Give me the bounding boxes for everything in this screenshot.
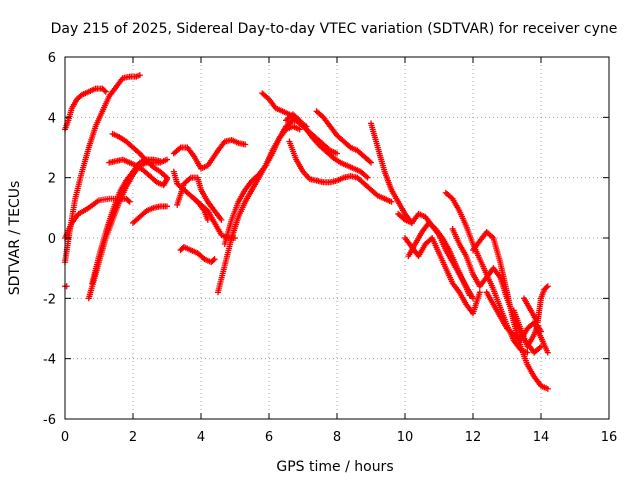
data-point [544,385,551,392]
data-point [476,289,483,296]
data-point [101,87,108,94]
data-point [164,203,170,210]
data-point [218,216,225,223]
series-0 [62,283,70,290]
series-5 [89,156,164,287]
y-tick-label: -2 [43,292,56,307]
y-tick-label: 6 [48,51,56,66]
data-point [334,150,340,157]
data-point [466,292,473,299]
data-point [296,126,303,133]
data-point [126,198,133,205]
series-19 [313,108,374,166]
series-8 [130,203,170,226]
y-tick-labels: -6 -4 -2 0 2 4 6 [43,51,56,428]
data-point [125,197,132,204]
data-point [544,283,551,290]
x-tick-label: 4 [197,430,205,445]
data-point [538,328,544,335]
series-10 [170,136,249,172]
series-7 [109,130,170,181]
series-12 [177,244,218,266]
data-point [210,257,217,264]
data-point [388,198,395,205]
x-tick-label: 6 [265,430,273,445]
data-point [102,88,109,95]
x-tick-label: 16 [601,430,618,445]
chart-title: Day 215 of 2025, Sidereal Day-to-day VTE… [51,21,618,37]
data-point [164,174,170,181]
series-26 [470,228,551,392]
series-23 [405,219,473,299]
series-16 [259,90,340,157]
series-1 [62,85,109,133]
data-point [364,174,371,181]
series-20 [368,120,415,226]
series-29 [510,307,544,350]
x-tick-label: 0 [61,430,69,445]
data-point [543,284,550,291]
y-tick-label: -6 [43,413,56,428]
data-point [368,159,374,166]
x-tick-label: 2 [129,430,137,445]
data-point [157,158,164,165]
x-axis-label: GPS time / hours [276,459,393,475]
data-point [211,256,218,263]
x-tick-labels: 0 2 4 6 8 10 12 14 16 [61,430,617,445]
y-axis-label: SDTVAR / TECUs [7,181,23,296]
x-tick-label: 8 [333,430,341,445]
y-tick-label: 4 [48,111,56,126]
y-tick-label: 2 [48,172,56,187]
y-tick-label: -4 [43,353,56,368]
series-11 [174,174,225,223]
y-tick-label: 0 [48,232,56,247]
x-tick-label: 10 [397,430,414,445]
series-6 [106,156,170,189]
series-22 [402,235,483,317]
data-point [544,349,551,356]
series-18 [283,111,371,181]
data-point [164,156,170,163]
series-17 [286,138,395,205]
data-points [62,72,551,392]
x-tick-label: 12 [465,430,482,445]
series-28 [521,283,551,326]
x-tick-label: 14 [533,430,550,445]
series-15 [221,117,310,248]
axis-ticks [64,56,610,420]
series-24 [442,189,531,356]
data-point [242,141,249,148]
data-point [136,72,143,79]
